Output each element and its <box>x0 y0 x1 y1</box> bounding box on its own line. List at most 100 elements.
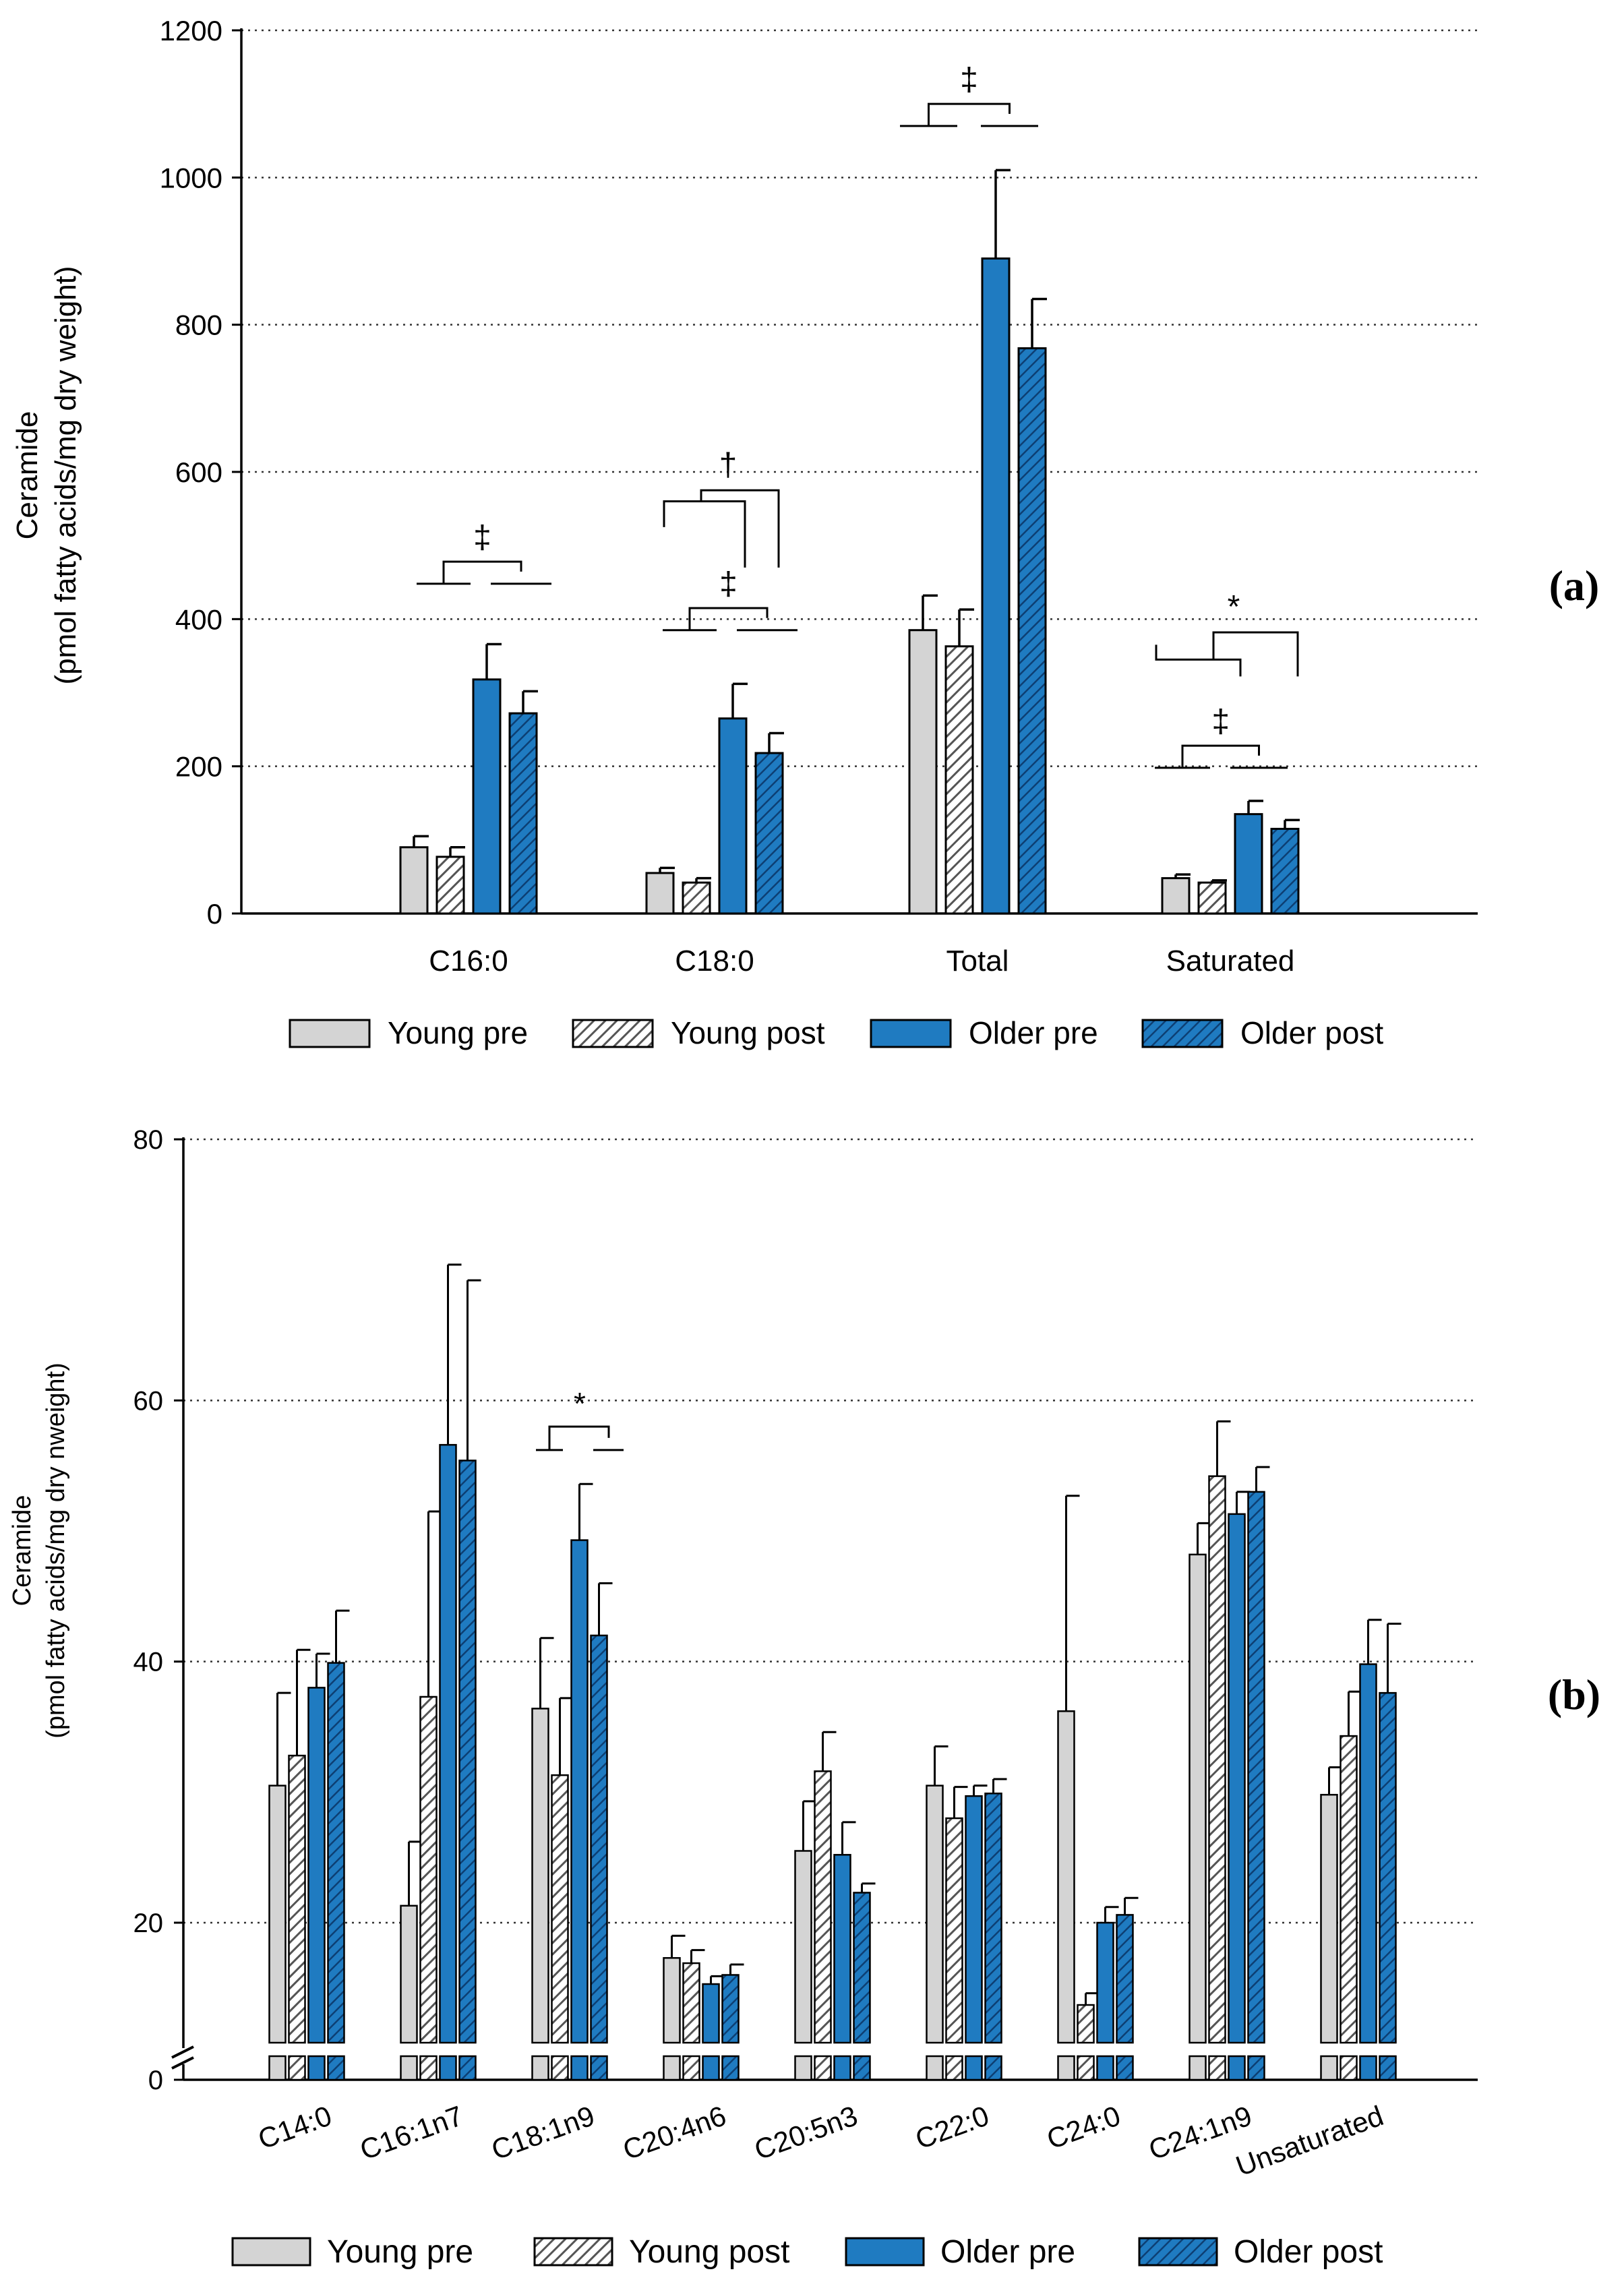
bar <box>439 1443 457 2044</box>
bar <box>663 1957 681 2044</box>
bar <box>682 881 711 915</box>
y-tick-label: 600 <box>175 456 222 488</box>
bracket <box>700 489 780 568</box>
x-tick-label: Saturated <box>1166 944 1295 978</box>
legend-label: Older post <box>1234 2234 1383 2270</box>
legend-swatch <box>870 1019 952 1048</box>
bar <box>794 1850 812 2044</box>
bar <box>926 1784 944 2044</box>
bar-stub <box>327 2055 345 2081</box>
bar <box>472 678 502 915</box>
bar-stub <box>590 2055 608 2081</box>
legend-label: Older post <box>1240 1015 1383 1050</box>
bar-stub <box>551 2055 569 2081</box>
bar <box>1077 2004 1095 2044</box>
bar <box>508 712 538 915</box>
panel-b-label: (b) <box>1548 1671 1600 1718</box>
panel-a: Ceramide (pmol fatty acids/mg dry weight… <box>11 15 1599 1050</box>
bar-stub <box>1057 2055 1075 2081</box>
bar <box>268 1784 287 2044</box>
bar-stub <box>1096 2055 1114 2081</box>
y-tick-label: 1200 <box>160 15 222 47</box>
significance-mark: ‡ <box>1211 704 1230 740</box>
bar <box>1379 1691 1397 2044</box>
bar <box>458 1460 477 2044</box>
bar <box>1208 1475 1226 2044</box>
bracket <box>928 102 1011 126</box>
bar <box>908 629 938 915</box>
bar-stub <box>531 2055 549 2081</box>
legend-label: Young pre <box>327 2234 473 2270</box>
bar <box>718 717 748 915</box>
y-tick-label: 400 <box>175 603 222 635</box>
panel-a-y-ticks: 0 200 400 600 800 1000 1200 <box>160 15 1478 930</box>
x-tick-label: C20:5n3 <box>750 2099 862 2165</box>
axis-break <box>171 2045 194 2059</box>
x-tick-label: C20:4n6 <box>619 2099 730 2165</box>
bar-stub <box>1340 2055 1358 2081</box>
legend-label: Older pre <box>969 1015 1098 1050</box>
bar-stub <box>814 2055 832 2081</box>
bar <box>399 846 429 915</box>
legend-label: Young post <box>629 2234 789 2270</box>
x-tick-label: C16:0 <box>429 944 508 978</box>
bracket <box>1212 631 1299 677</box>
bar-stub <box>1116 2055 1134 2081</box>
x-tick-label: C16:1n7 <box>356 2099 467 2165</box>
bar-stub <box>1379 2055 1397 2081</box>
bar <box>833 1854 851 2044</box>
bar <box>682 1962 700 2044</box>
legend-label: Older pre <box>940 2234 1075 2270</box>
y-tick-label: 1000 <box>160 162 222 193</box>
bar <box>1340 1735 1358 2044</box>
bar <box>981 257 1011 915</box>
bar <box>721 1974 740 2044</box>
bar <box>645 872 675 915</box>
bar <box>400 1904 418 2044</box>
bar <box>1247 1491 1265 2044</box>
bar <box>1096 1921 1114 2044</box>
bar-stub <box>1077 2055 1095 2081</box>
legend-swatch <box>533 2237 613 2267</box>
bar <box>570 1539 589 2044</box>
bar-stub <box>663 2055 681 2081</box>
panel-a-grid <box>241 29 1478 767</box>
legend-swatch <box>289 1019 371 1048</box>
panel-a-bars <box>399 169 1300 915</box>
legend-swatch <box>1138 2237 1218 2267</box>
x-tick-label: C18:0 <box>675 944 754 978</box>
legend-swatch <box>1141 1019 1224 1048</box>
legend-label: Young post <box>671 1015 825 1050</box>
panel-a-annotations: ‡ ‡ † ‡ ‡ * <box>417 62 1299 769</box>
significance-mark: ‡ <box>719 566 738 602</box>
bracket <box>442 560 522 584</box>
legend-label: Young pre <box>388 1015 528 1050</box>
bar-stub <box>1189 2055 1207 2081</box>
y-tick-label: 0 <box>207 898 222 930</box>
bar-stub <box>794 2055 812 2081</box>
bar-stub <box>965 2055 983 2081</box>
bar <box>814 1770 832 2044</box>
significance-mark: * <box>574 1386 586 1421</box>
y-tick-label: 20 <box>133 1909 164 1938</box>
y-tick-label: 80 <box>133 1125 164 1155</box>
y-tick-label: 800 <box>175 309 222 341</box>
panel-a-x-labels: C16:0 C18:0 Total Saturated <box>429 944 1294 978</box>
bar-stub <box>945 2055 963 2081</box>
significance-mark: ‡ <box>960 62 978 98</box>
bar <box>1017 347 1047 915</box>
bar <box>754 752 784 915</box>
bar-stub <box>682 2055 700 2081</box>
legend-swatch <box>231 2237 311 2267</box>
y-tick-label: 40 <box>133 1648 164 1677</box>
bar-stub <box>400 2055 418 2081</box>
bracket <box>1181 744 1260 768</box>
bar <box>1161 877 1191 915</box>
bar <box>419 1696 438 2044</box>
bar-stub <box>721 2055 740 2081</box>
bracket <box>1155 644 1242 677</box>
bar <box>1320 1793 1338 2044</box>
bar-stub <box>439 2055 457 2081</box>
bar-stub <box>833 2055 851 2081</box>
